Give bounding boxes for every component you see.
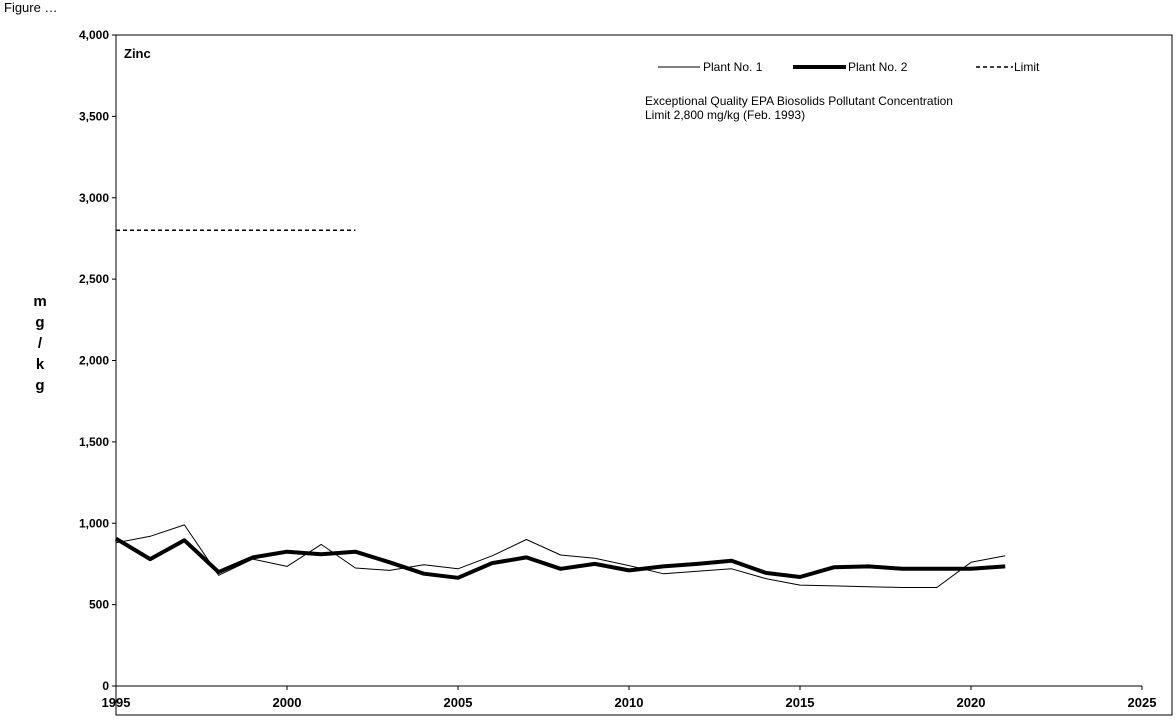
y-tick-label: 2,500 (79, 272, 109, 286)
y-tick-label: 500 (89, 598, 109, 612)
y-tick-label: 4,000 (79, 28, 109, 42)
figure-caption-fragment: Figure … (4, 0, 57, 15)
y-axis-label-letter: g (35, 314, 44, 331)
x-tick-label: 2015 (786, 695, 815, 710)
legend: Plant No. 1 Plant No. 2 Limit (658, 60, 1040, 74)
y-tick-label: 3,000 (79, 191, 109, 205)
y-axis-label-letter: m (33, 293, 46, 310)
legend-label: Plant No. 2 (848, 60, 908, 74)
chart-title: Zinc (124, 46, 151, 61)
x-axis: 1995 2000 2005 2010 2015 2020 2025 (102, 685, 1157, 710)
legend-label: Limit (1014, 60, 1040, 74)
y-axis-label-letter: k (36, 356, 45, 373)
annotation-line: Limit 2,800 mg/kg (Feb. 1993) (645, 108, 805, 122)
x-tick-label: 2005 (444, 695, 473, 710)
x-tick-label: 2010 (615, 695, 644, 710)
y-tick-label: 2,000 (79, 354, 109, 368)
annotation-line: Exceptional Quality EPA Biosolids Pollut… (645, 94, 953, 108)
x-tick-label: 2000 (273, 695, 302, 710)
y-tick-label: 1,500 (79, 435, 109, 449)
y-tick-label: 3,500 (79, 109, 109, 123)
x-tick-label: 2020 (957, 695, 986, 710)
series-line (115, 524, 1006, 588)
y-axis-label-letter: / (38, 335, 43, 352)
y-tick-label: 0 (102, 679, 109, 693)
y-tick-label: 1,000 (79, 516, 109, 530)
y-axis-label-letter: g (35, 377, 44, 394)
x-tick-label: 2025 (1128, 695, 1157, 710)
x-tick-label: 1995 (102, 695, 131, 710)
legend-label: Plant No. 1 (703, 60, 763, 74)
series-group (114, 229, 1006, 588)
series-line (114, 536, 1006, 580)
limit-annotation: Exceptional Quality EPA Biosolids Pollut… (645, 94, 953, 122)
y-axis-label: mg/kg (33, 293, 46, 394)
y-axis: 0 500 1,000 1,500 2,000 2,500 3,000 3,500 4,000 (79, 28, 117, 693)
plot-frame (115, 34, 1173, 716)
